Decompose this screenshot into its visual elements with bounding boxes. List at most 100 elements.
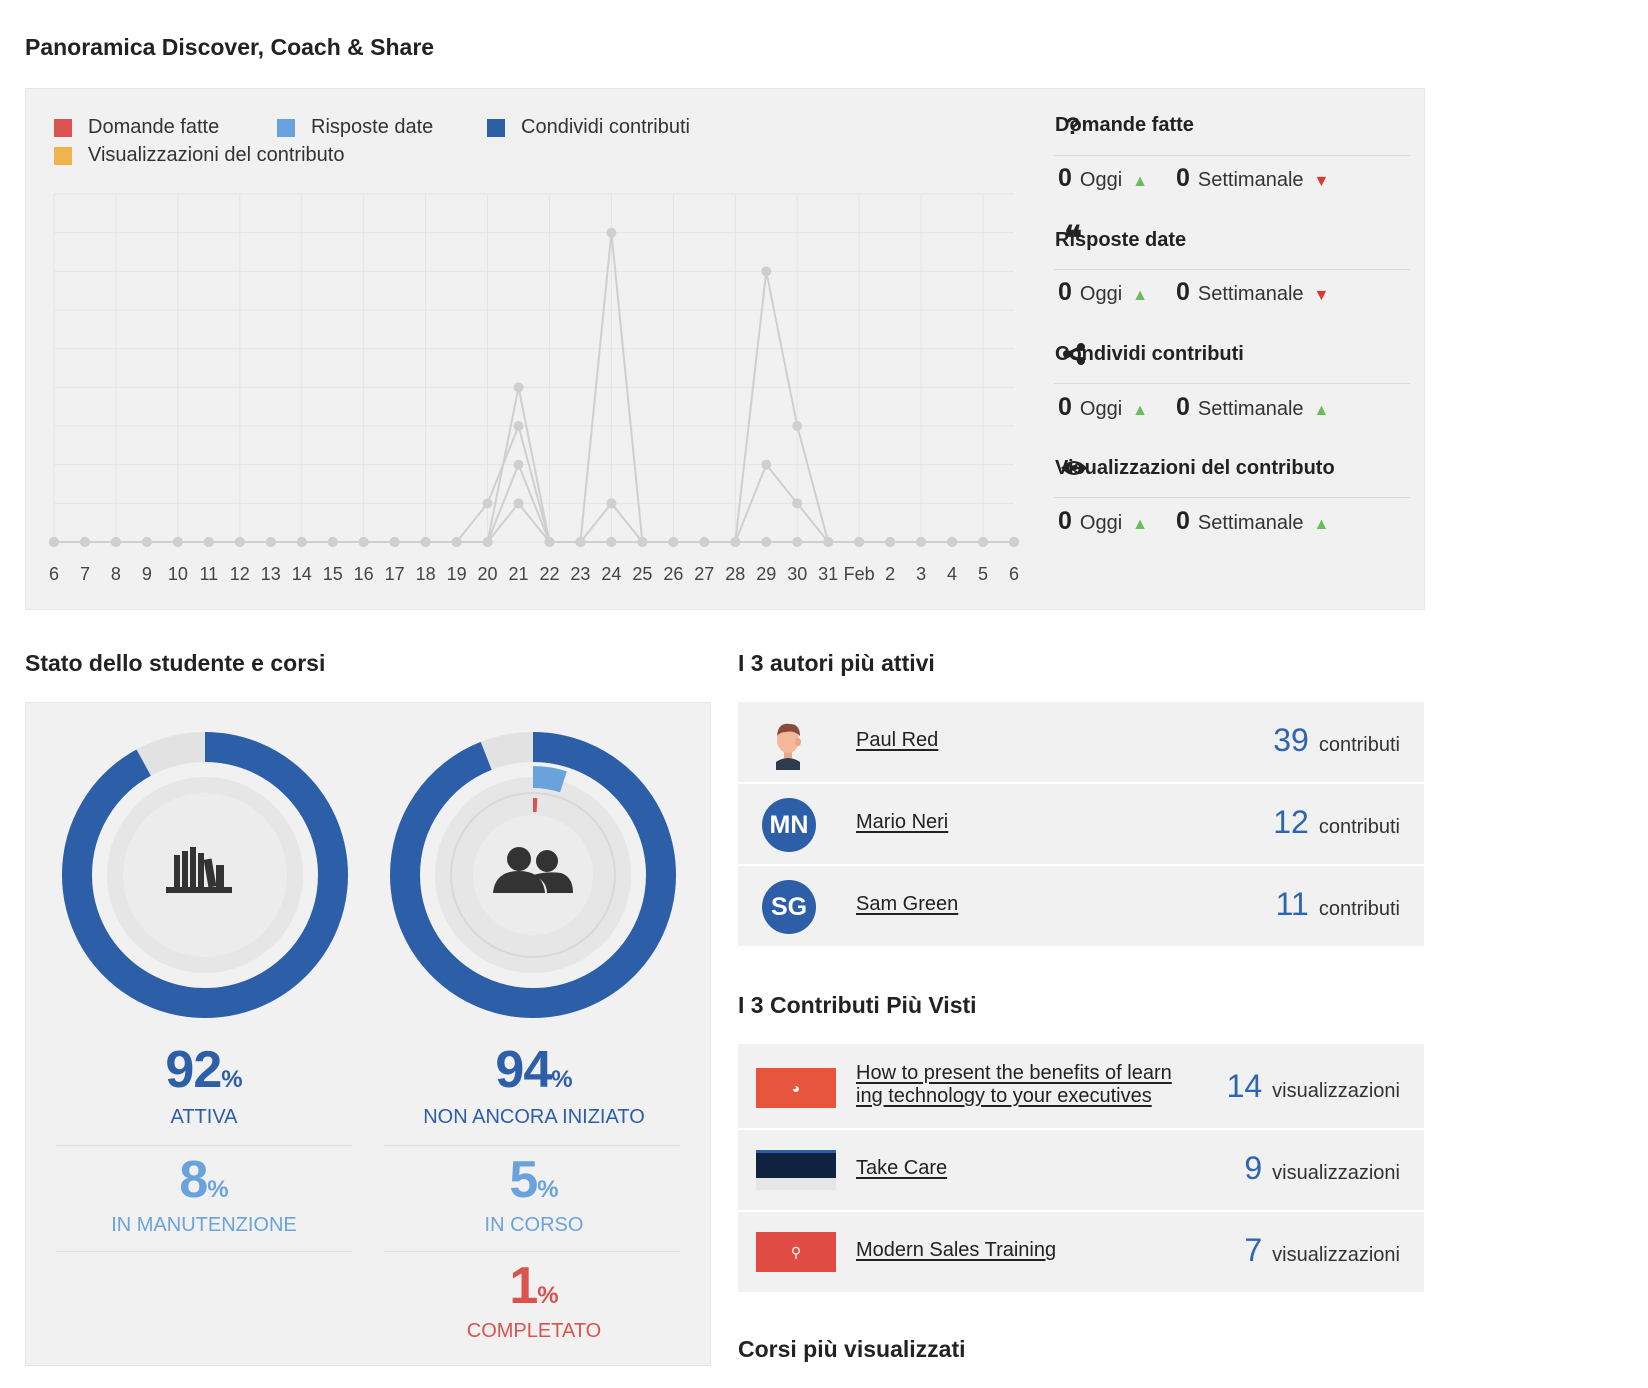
data-point[interactable] — [761, 459, 772, 470]
data-point[interactable] — [885, 537, 896, 547]
data-point[interactable] — [203, 537, 214, 547]
data-point[interactable] — [513, 498, 524, 509]
data-point[interactable] — [482, 498, 493, 509]
legend-shares[interactable]: Condividi contributi — [487, 116, 690, 139]
x-tick-label: 28 — [725, 564, 745, 584]
data-point[interactable] — [668, 537, 679, 547]
author-link[interactable]: Mario Neri — [856, 811, 949, 833]
data-point[interactable] — [513, 382, 524, 393]
pdf-icon: ⚲ — [756, 1232, 836, 1272]
data-point[interactable] — [854, 537, 865, 547]
data-point[interactable] — [296, 537, 307, 547]
author-count: 39 contributi — [1273, 722, 1400, 758]
data-point[interactable] — [141, 537, 152, 547]
data-point[interactable] — [730, 537, 741, 547]
data-point[interactable] — [544, 537, 555, 547]
avatar: MN — [762, 798, 816, 852]
data-point[interactable] — [606, 537, 617, 547]
data-point[interactable] — [49, 537, 59, 547]
in-progress-percentage: 5% — [509, 1151, 559, 1209]
legend-questions[interactable]: Domande fatte — [54, 116, 219, 139]
active-label: ATTIVA — [170, 1106, 238, 1128]
data-point[interactable] — [513, 421, 524, 431]
data-point[interactable] — [420, 537, 431, 547]
x-tick-label: 17 — [385, 564, 405, 584]
maintenance-percentage: 8% — [179, 1151, 229, 1209]
x-tick-label: 11 — [199, 564, 218, 584]
x-tick-label: 15 — [323, 564, 343, 584]
divider — [384, 1251, 680, 1252]
author-row: SG Sam Green 11 contributi — [738, 866, 1424, 948]
arrow-down-icon: ▼ — [1313, 287, 1330, 304]
stat-row-answers: 0 Oggi ▲ 0 Settimanale ▼ — [1058, 278, 1330, 306]
legend-swatch — [54, 118, 72, 137]
contributions-title: I 3 Contributi Più Visti — [738, 992, 977, 1018]
users-icon — [493, 847, 573, 893]
data-point[interactable] — [172, 537, 183, 547]
series-line-3 — [54, 501, 1014, 543]
data-point[interactable] — [234, 537, 245, 547]
data-point[interactable] — [792, 498, 803, 509]
author-link[interactable]: Paul Red — [856, 729, 939, 751]
authors-title: I 3 autori più attivi — [738, 650, 935, 676]
contribution-link[interactable]: Take Care — [856, 1157, 948, 1179]
data-point[interactable] — [327, 537, 338, 547]
not-started-label: NON ANCORA INIZIATO — [423, 1106, 645, 1128]
author-count: 12 contributi — [1273, 804, 1400, 840]
share-icon — [1063, 343, 1085, 365]
data-point[interactable] — [606, 227, 617, 238]
data-point[interactable] — [1009, 537, 1019, 547]
x-tick-label: 6 — [1009, 564, 1019, 584]
data-point[interactable] — [110, 537, 121, 547]
x-tick-label: 10 — [168, 564, 188, 584]
contribution-link[interactable]: Modern Sales Training — [856, 1239, 1057, 1261]
author-row: MN Mario Neri 12 contributi — [738, 784, 1424, 866]
stat-divider — [1054, 155, 1410, 156]
activity-line-chart: 6 7 8 9 10 11 12 13 14 15 16 17 18 19 20 21 22 23 24 25 26 27… — [49, 193, 1019, 584]
arrow-up-icon: ▲ — [1132, 402, 1148, 419]
data-point[interactable] — [265, 537, 276, 547]
divider — [384, 1145, 680, 1146]
data-point[interactable] — [823, 537, 834, 547]
data-point[interactable] — [451, 537, 462, 547]
author-row: Paul Red 39 contributi — [738, 702, 1424, 784]
x-tick-label: 8 — [111, 564, 121, 584]
x-tick-label: 7 — [80, 564, 90, 584]
x-tick-label: 5 — [978, 564, 988, 584]
data-point[interactable] — [947, 537, 958, 547]
data-point[interactable] — [637, 537, 648, 547]
data-point[interactable] — [606, 498, 617, 509]
data-point[interactable] — [978, 537, 989, 547]
x-tick-label: Feb — [844, 564, 875, 584]
data-point[interactable] — [482, 537, 493, 547]
data-point[interactable] — [761, 537, 772, 547]
data-point[interactable] — [699, 537, 710, 547]
data-point[interactable] — [575, 537, 586, 547]
data-point[interactable] — [792, 537, 803, 547]
arrow-up-icon: ▲ — [1132, 516, 1148, 533]
active-percentage: 92% — [165, 1041, 243, 1099]
x-tick-label: 24 — [601, 564, 621, 584]
x-tick-label: 3 — [916, 564, 926, 584]
data-point[interactable] — [761, 266, 772, 277]
data-point[interactable] — [389, 537, 400, 547]
author-link[interactable]: Sam Green — [856, 893, 959, 915]
contribution-row: ⚲ Modern Sales Training 7 visualizzazioni — [738, 1212, 1424, 1294]
completed-label: COMPLETATO — [466, 1320, 602, 1342]
legend-views[interactable]: Visualizzazioni del contributo — [54, 144, 344, 167]
x-tick-label: 18 — [416, 564, 436, 584]
data-point[interactable] — [79, 537, 90, 547]
x-tick-label: 19 — [447, 564, 467, 584]
x-tick-label: 31 — [818, 564, 838, 584]
data-point[interactable] — [513, 459, 524, 470]
contribution-link[interactable]: How to present the benefits of learn ing … — [856, 1062, 1172, 1107]
in-progress-label: IN CORSO — [484, 1214, 584, 1236]
data-point[interactable] — [792, 421, 803, 431]
x-tick-label: 14 — [292, 564, 312, 584]
x-tick-label: 12 — [230, 564, 250, 584]
legend-swatch — [487, 118, 505, 137]
legend-answers[interactable]: Risposte date — [277, 116, 433, 139]
series-line-1 — [54, 422, 1014, 543]
data-point[interactable] — [916, 537, 927, 547]
data-point[interactable] — [358, 537, 369, 547]
